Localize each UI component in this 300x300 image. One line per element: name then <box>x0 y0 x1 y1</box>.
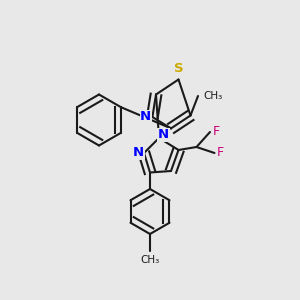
Text: N: N <box>133 146 144 160</box>
Text: S: S <box>174 62 183 75</box>
Text: CH₃: CH₃ <box>140 255 160 265</box>
Text: N: N <box>158 128 169 142</box>
Text: F: F <box>217 146 224 160</box>
Text: CH₃: CH₃ <box>203 91 223 101</box>
Text: F: F <box>212 125 220 139</box>
Text: N: N <box>140 110 152 124</box>
